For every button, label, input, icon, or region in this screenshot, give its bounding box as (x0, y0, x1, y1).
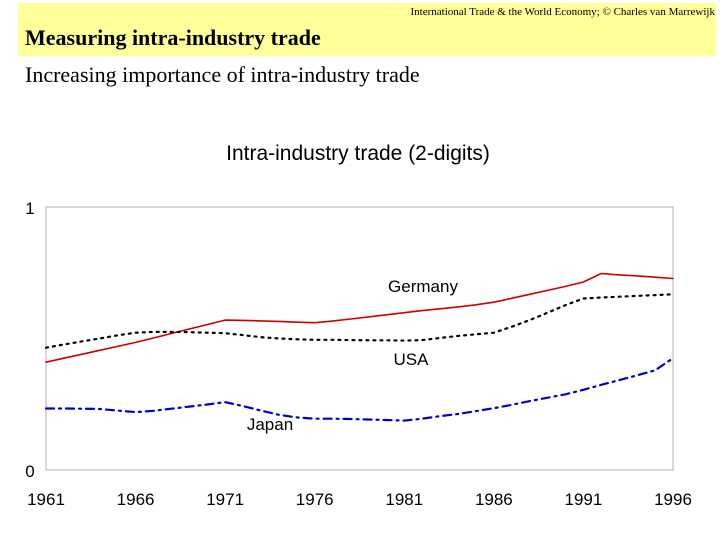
series-labels: Germany USA Japan (247, 277, 459, 434)
series-line-usa (44, 293, 675, 349)
chart-title: Intra-industry trade (2-digits) (226, 142, 490, 165)
x-tick-label: 1996 (654, 490, 692, 509)
series-label-usa: USA (394, 350, 430, 369)
series-lines (44, 272, 675, 422)
series-label-japan: Japan (247, 415, 293, 434)
copyright-credit: International Trade & the World Economy;… (410, 6, 715, 18)
y-tick-label: 0 (25, 462, 34, 481)
series-line-germany (45, 272, 674, 364)
slide-subtitle: Increasing importance of intra-industry … (25, 62, 420, 87)
y-tick-label: 1 (25, 199, 34, 218)
plot-area-frame (45, 206, 674, 471)
series-label-germany: Germany (388, 277, 458, 296)
x-tick-label: 1991 (565, 490, 603, 509)
x-tick-label: 1966 (117, 490, 155, 509)
x-tick-label: 1976 (296, 490, 334, 509)
x-axis-ticks: 1961 1966 1971 1976 1981 1986 1991 1996 (27, 490, 692, 509)
y-axis-ticks: 01 (25, 199, 34, 481)
x-tick-label: 1986 (475, 490, 513, 509)
slide-title: Measuring intra-industry trade (25, 25, 321, 50)
x-tick-label: 1981 (385, 490, 423, 509)
header-band (18, 3, 716, 56)
series-line-japan (44, 357, 675, 422)
x-tick-label: 1961 (27, 490, 65, 509)
x-tick-label: 1971 (206, 490, 244, 509)
